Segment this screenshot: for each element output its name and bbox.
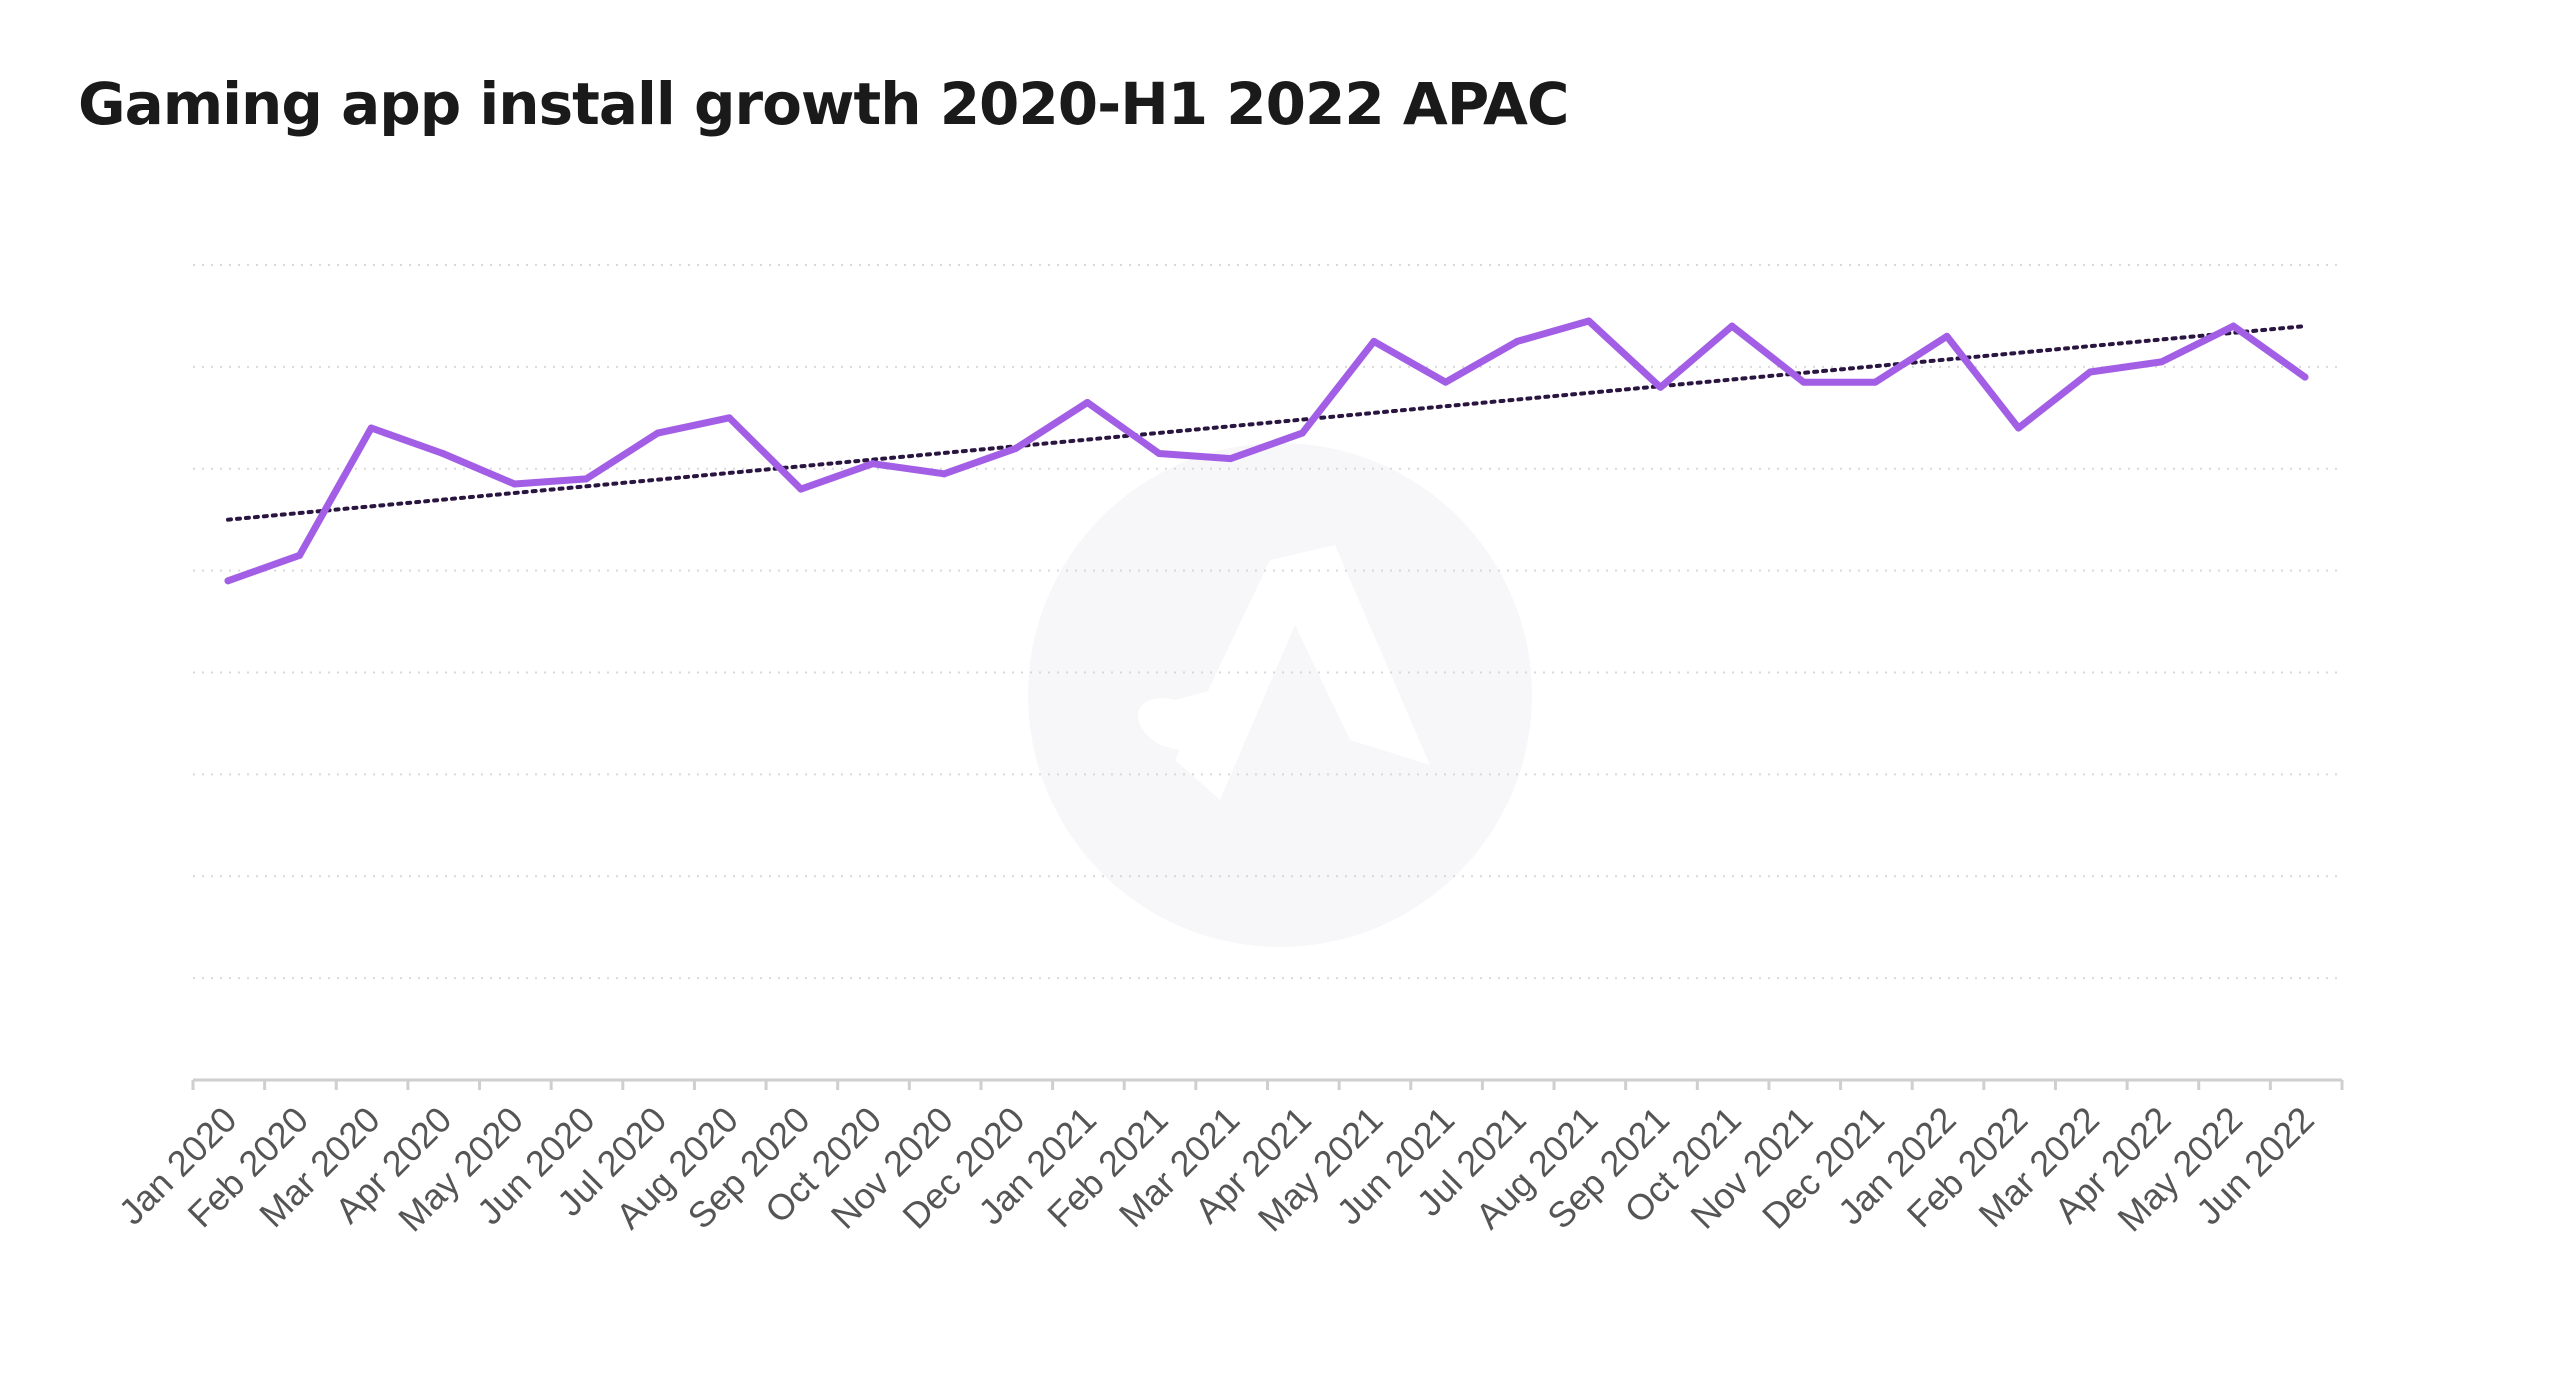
data-point <box>940 470 948 478</box>
data-point <box>1871 378 1879 386</box>
data-point <box>2015 424 2023 432</box>
data-point <box>725 414 733 422</box>
data-point <box>2158 358 2166 366</box>
data-point <box>2301 373 2309 381</box>
data-point <box>1155 449 1163 457</box>
data-point <box>2229 322 2237 330</box>
data-point <box>1012 444 1020 452</box>
data-point <box>654 429 662 437</box>
data-point <box>510 480 518 488</box>
data-point <box>224 577 232 585</box>
data-point <box>869 460 877 468</box>
data-point <box>1227 455 1235 463</box>
data-point <box>1442 378 1450 386</box>
data-point <box>582 475 590 483</box>
data-point <box>797 485 805 493</box>
chart-title: Gaming app install growth 2020-H1 2022 A… <box>78 70 1569 138</box>
data-point <box>439 449 447 457</box>
data-point <box>1656 383 1664 391</box>
watermark-logo <box>1028 443 1532 947</box>
x-axis <box>191 1078 2344 1090</box>
data-point <box>1943 332 1951 340</box>
data-point <box>1728 322 1736 330</box>
data-point <box>1083 399 1091 407</box>
data-point <box>2086 368 2094 376</box>
data-point <box>367 424 375 432</box>
data-point <box>1298 429 1306 437</box>
data-point <box>1585 317 1593 325</box>
trendline <box>226 324 2307 522</box>
series-layer <box>224 317 2309 585</box>
data-point <box>1513 337 1521 345</box>
data-point <box>296 551 304 559</box>
data-point <box>1370 337 1378 345</box>
data-point <box>1800 378 1808 386</box>
install-growth-line <box>224 317 2309 585</box>
